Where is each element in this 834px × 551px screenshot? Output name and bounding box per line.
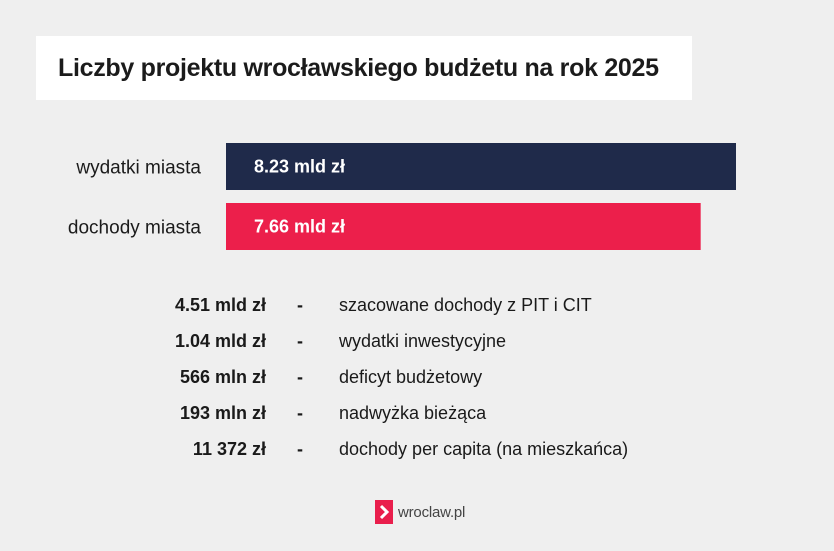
stat-dash: -: [297, 439, 303, 459]
stat-row: 1.04 mld zł - wydatki inwestycyjne: [0, 326, 834, 362]
stat-description: dochody per capita (na mieszkańca): [339, 439, 629, 459]
bar-dochody-miasta: [226, 203, 701, 250]
data-label: 7.66 mld zł: [254, 217, 345, 237]
stat-value: 566 mln zł: [179, 367, 266, 387]
stat-dash: -: [297, 403, 303, 423]
stat-dash: -: [297, 331, 303, 351]
logo-text: wroclaw.pl: [398, 503, 466, 521]
stat-value: 1.04 mld zł: [174, 331, 266, 351]
category-label: wydatki miasta: [75, 158, 201, 179]
stat-value: 193 mln zł: [179, 403, 266, 423]
stat-row: 566 mln zł - deficyt budżetowy: [0, 362, 834, 398]
stat-value: 11 372 zł: [192, 439, 266, 459]
category-label: dochody miasta: [68, 218, 202, 239]
stat-description: nadwyżka bieżąca: [339, 403, 487, 423]
stat-value: 4.51 mld zł: [174, 295, 266, 315]
stat-description: deficyt budżetowy: [339, 367, 483, 387]
data-label: 8.23 mld zł: [254, 157, 345, 177]
stat-description: szacowane dochody z PIT i CIT: [339, 295, 592, 315]
page-title: Liczby projektu wrocławskiego budżetu na…: [58, 53, 659, 82]
stat-dash: -: [297, 295, 303, 315]
stat-row: 11 372 zł - dochody per capita (na miesz…: [0, 434, 834, 470]
wroclaw-logo: wroclaw.pl: [375, 500, 465, 524]
stat-row: 4.51 mld zł - szacowane dochody z PIT i …: [0, 290, 834, 326]
stat-dash: -: [297, 367, 303, 387]
title-box: Liczby projektu wrocławskiego budżetu na…: [36, 36, 692, 100]
stat-row: 193 mln zł - nadwyżka bieżąca: [0, 398, 834, 434]
stat-description: wydatki inwestycyjne: [339, 331, 507, 351]
chevron-right-icon: [375, 500, 393, 524]
bar-wydatki-miasta: [226, 143, 736, 190]
